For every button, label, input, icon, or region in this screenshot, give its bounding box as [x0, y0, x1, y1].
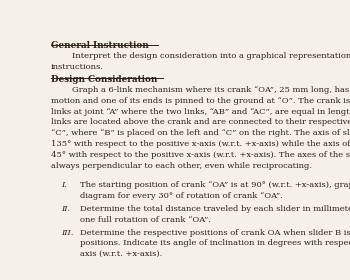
Text: 135° with respect to the positive x-axis (w.r.t. +x-axis) while the axis of slid: 135° with respect to the positive x-axis… [50, 140, 350, 148]
Text: Determine the respective positions of crank OA when slider B is at its extreme: Determine the respective positions of cr… [80, 229, 350, 237]
Text: Interpret the design consideration into a graphical representation and follow th: Interpret the design consideration into … [50, 52, 350, 60]
Text: links at joint “A” where the two links, “AB” and “AC”, are equal in length of 10: links at joint “A” where the two links, … [50, 108, 350, 116]
Text: III.: III. [61, 229, 74, 237]
Text: Design Consideration: Design Consideration [50, 74, 157, 83]
Text: The starting position of crank “OA” is at 90° (w.r.t. +x-axis), graph the kinema: The starting position of crank “OA” is a… [80, 181, 350, 189]
Text: 45° with respect to the positive x-axis (w.r.t. +x-axis). The axes of the slider: 45° with respect to the positive x-axis … [50, 151, 350, 159]
Text: Determine the total distance traveled by each slider in millimeters upon complet: Determine the total distance traveled by… [80, 205, 350, 213]
Text: Graph a 6-link mechanism where its crank “OA”, 25 mm long, has a clockwise rotat: Graph a 6-link mechanism where its crank… [50, 86, 350, 94]
Text: diagram for every 30° of rotation of crank “OA”.: diagram for every 30° of rotation of cra… [80, 192, 283, 200]
Text: always perpendicular to each other, even while reciprocating.: always perpendicular to each other, even… [50, 162, 312, 170]
Text: General Instruction: General Instruction [50, 41, 148, 50]
Text: positions. Indicate its angle of inclination in degrees with respect to the posi: positions. Indicate its angle of inclina… [80, 239, 350, 248]
Text: axis (w.r.t. +x-axis).: axis (w.r.t. +x-axis). [80, 250, 163, 258]
Text: instructions.: instructions. [50, 63, 103, 71]
Text: II.: II. [61, 205, 70, 213]
Text: motion and one of its ends is pinned to the ground at “O”. The crank is connecte: motion and one of its ends is pinned to … [50, 97, 350, 105]
Text: one full rotation of crank “OA”.: one full rotation of crank “OA”. [80, 216, 211, 224]
Text: I.: I. [61, 181, 67, 189]
Text: “C”, where “B” is placed on the left and “C” on the right. The axis of slider B,: “C”, where “B” is placed on the left and… [50, 129, 350, 137]
Text: links are located above the crank and are connected to their respective sliders : links are located above the crank and ar… [50, 118, 350, 126]
